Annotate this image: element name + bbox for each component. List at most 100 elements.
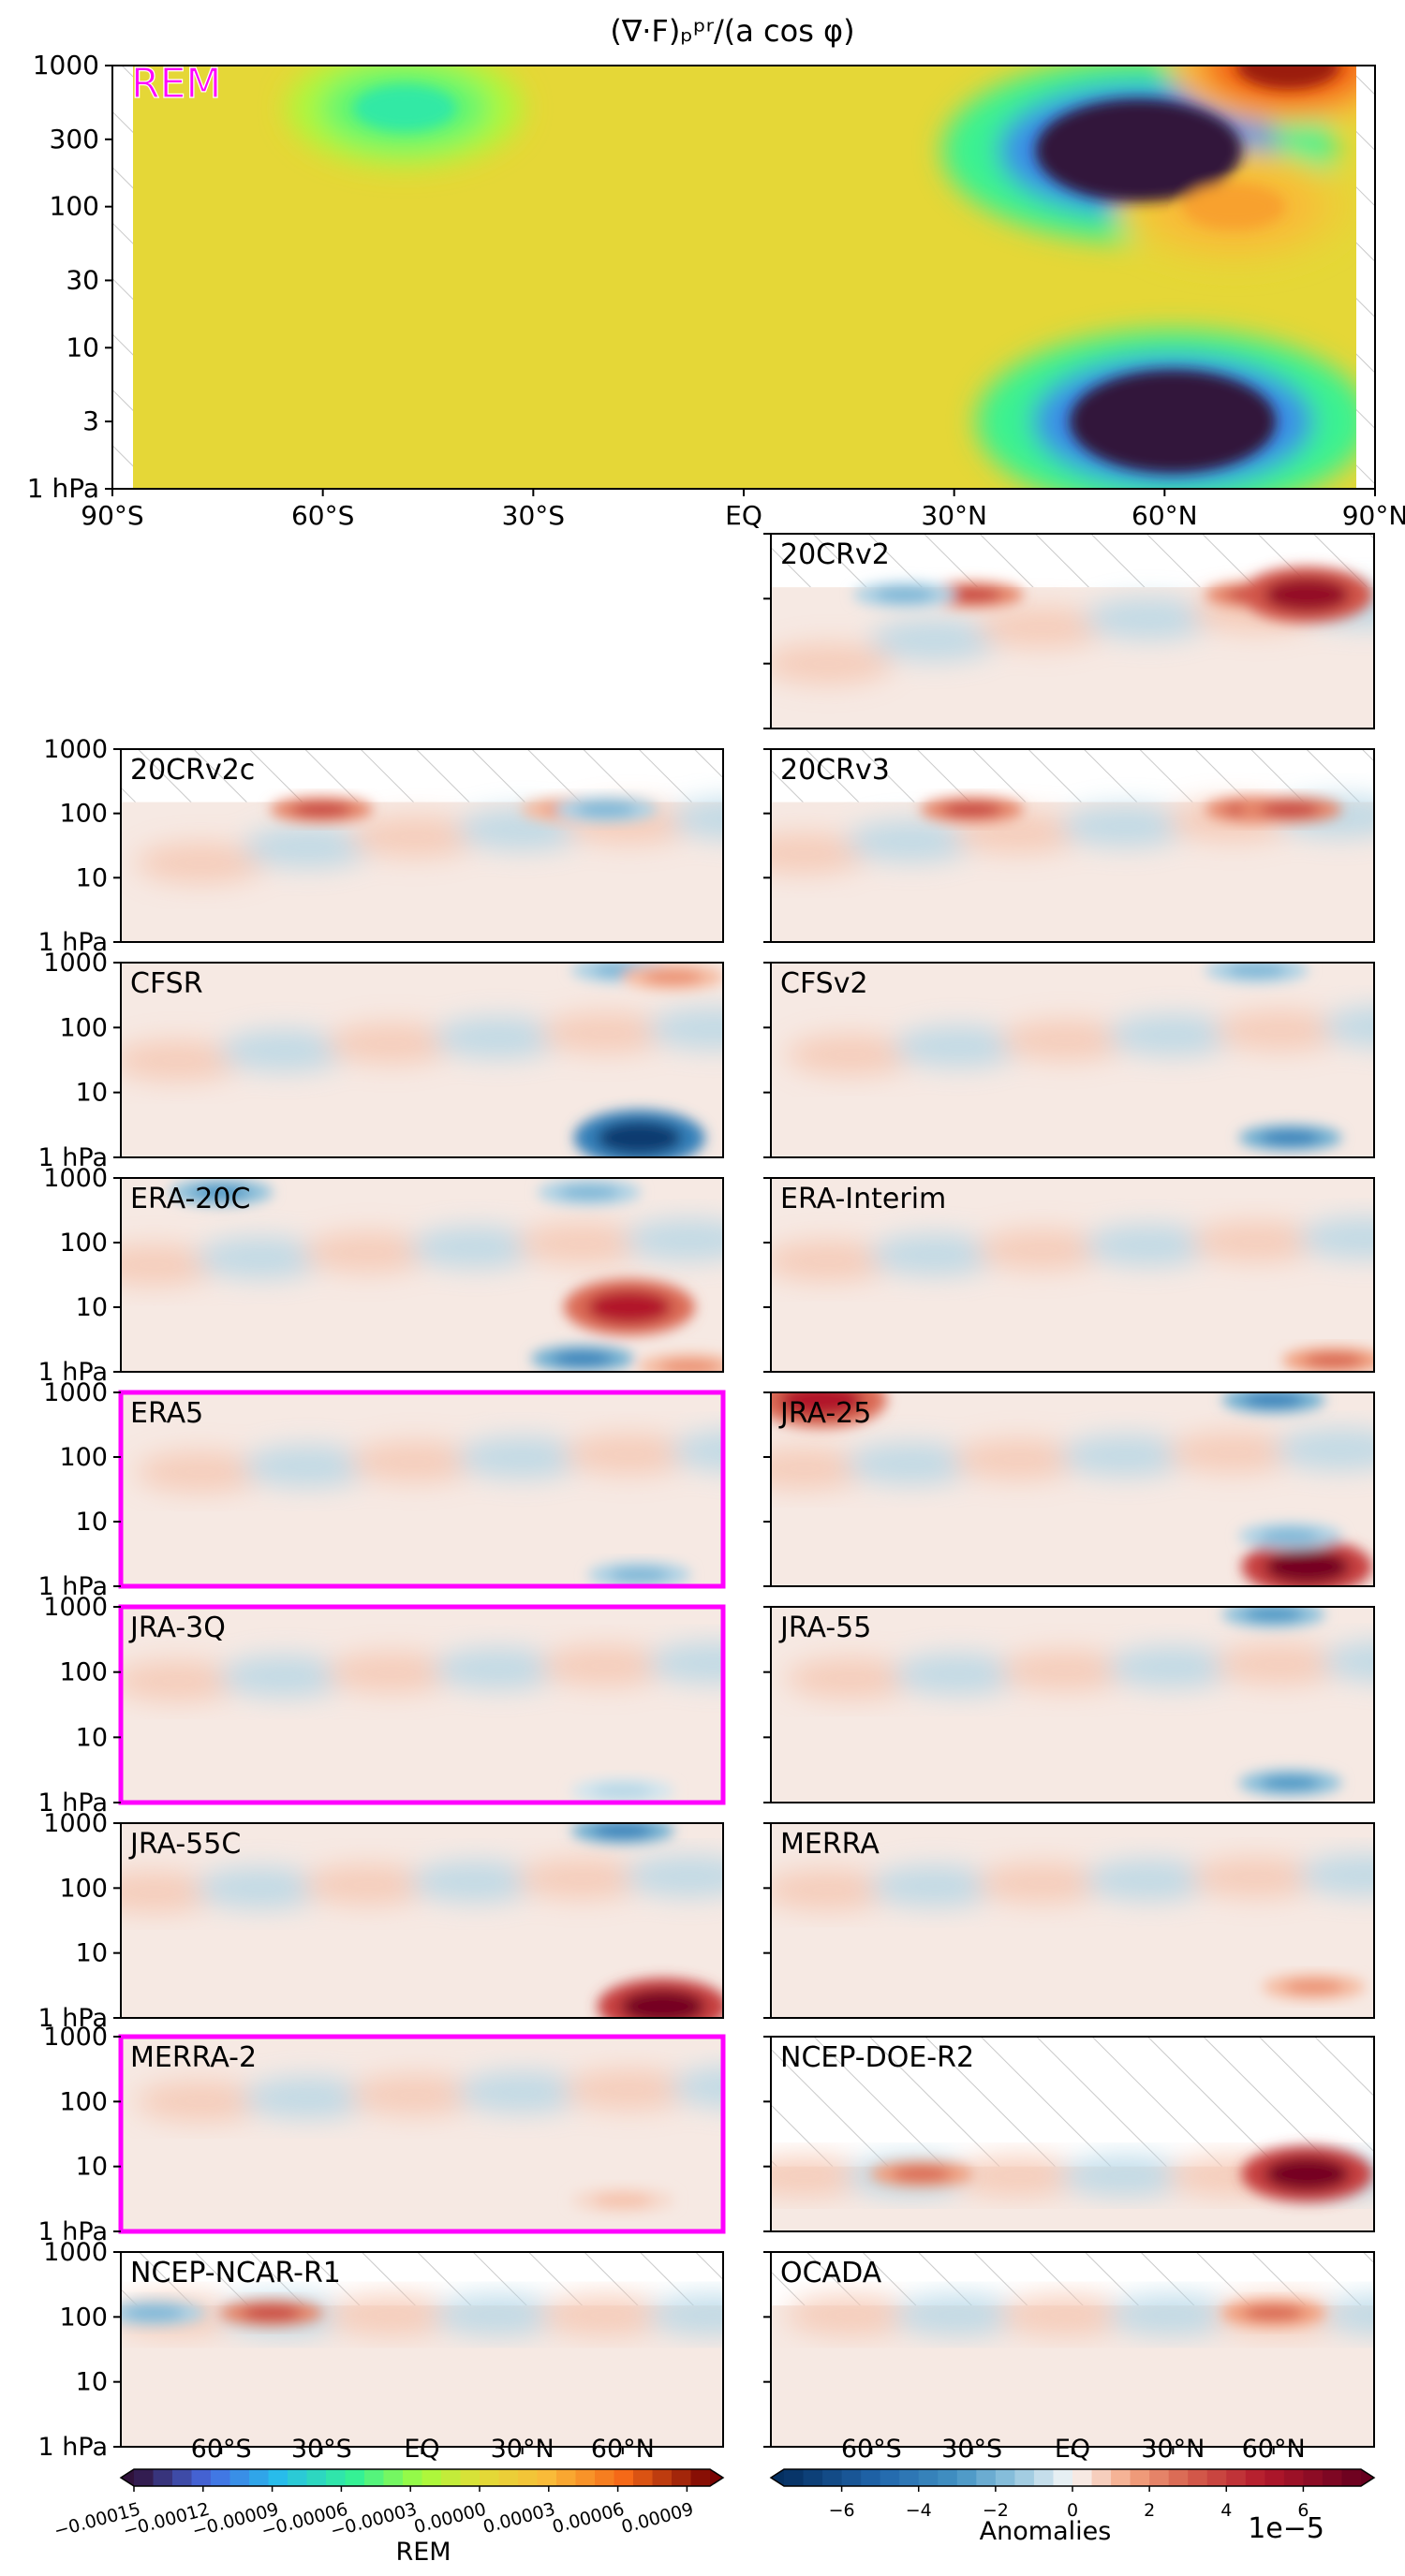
panel-label: ERA-Interim <box>780 1183 946 1215</box>
anomaly-texture <box>869 1865 1001 1907</box>
colorbar-segment <box>803 2469 823 2486</box>
x-tick-label: 30°S <box>291 2435 352 2464</box>
y-tick-label: 1 hPa <box>38 2433 109 2462</box>
y-tick-label: 10 <box>76 1293 108 1322</box>
panel-label: CFSR <box>130 967 203 1000</box>
anomaly-feature-core <box>241 2306 302 2320</box>
anomaly-texture <box>976 1862 1108 1904</box>
y-tick-label: 100 <box>59 1013 108 1042</box>
panel-frame <box>120 1177 724 1373</box>
colorbar-tick-label: 0.00006 <box>550 2499 627 2539</box>
colorbar-segment <box>956 2469 977 2486</box>
figure-title: (∇·F)ₚᵖʳ/(a cos φ) <box>610 13 854 49</box>
anomaly-texture <box>1107 1646 1239 1688</box>
anomaly-texture <box>647 2294 723 2336</box>
anomaly-texture <box>1298 1854 1374 1896</box>
x-tick-label: EQ <box>725 500 762 531</box>
anomaly-feature-core <box>1243 1608 1304 1621</box>
y-tick-label: 1 hPa <box>38 1788 109 1818</box>
anomaly-texture <box>953 1438 1085 1480</box>
colorbar-segment <box>191 2469 212 2486</box>
anomaly-texture <box>1084 597 1216 640</box>
panel-frame <box>770 2036 1375 2232</box>
anomaly-feature-core <box>620 1989 705 2018</box>
anomaly-texture <box>771 1448 870 1490</box>
anomaly-feature-core <box>659 1360 720 1372</box>
colorbar-segment <box>1014 2469 1035 2486</box>
panel-label: NCEP-NCAR-R1 <box>130 2257 341 2289</box>
anomaly-texture <box>1275 1428 1374 1470</box>
colorbar-segment <box>172 2469 193 2486</box>
anomaly-texture <box>785 1657 917 1700</box>
anomaly-texture <box>999 1649 1131 1691</box>
anomaly-texture <box>1322 2294 1374 2335</box>
rem-feature-core <box>353 84 457 132</box>
panel-era5: ERA5 1 hPa 10 100 1000 <box>38 1378 726 1601</box>
colorbar-segment <box>1111 2469 1131 2486</box>
colorbar-segment <box>918 2469 939 2486</box>
panel-label: OCADA <box>780 2257 882 2289</box>
y-tick-label: 1 hPa <box>38 1358 109 1387</box>
anomaly-texture <box>647 1641 723 1684</box>
anomaly-texture <box>121 1871 220 1913</box>
panel-20crv2c: 20CRv2c 1 hPa 10 100 1000 <box>38 735 724 957</box>
x-tick-label: 30°S <box>941 2435 1002 2464</box>
x-tick-label: 30°N <box>491 2435 555 2464</box>
colorbar-segment <box>1206 2469 1227 2486</box>
anomaly-texture <box>540 1011 672 1053</box>
anomaly-texture <box>671 799 723 840</box>
colorbar-segment <box>556 2469 577 2486</box>
colorbar-tick-label: −2 <box>983 2500 1009 2521</box>
anomaly-feature-core <box>1264 578 1350 612</box>
anomaly-texture <box>1084 1224 1216 1266</box>
anomaly-texture <box>349 1440 481 1482</box>
anomaly-texture <box>953 812 1085 854</box>
anomaly-texture <box>953 2155 1085 2197</box>
y-tick-label: 1 hPa <box>38 1572 109 1601</box>
y-tick-label: 100 <box>59 2303 108 2332</box>
anomaly-texture <box>516 1858 648 1900</box>
y-tick-label: 1000 <box>43 1593 108 1622</box>
colorbar-segment <box>1091 2469 1112 2486</box>
panel-label: MERRA <box>780 1828 880 1861</box>
colorbar-segment <box>1226 2469 1247 2486</box>
colorbar-segment <box>441 2469 462 2486</box>
anomaly-texture <box>243 1445 375 1487</box>
highlight-frame <box>118 1390 726 1589</box>
anomaly-texture <box>771 1240 894 1282</box>
colorbar-extend-high <box>710 2469 723 2486</box>
anomaly-feature-core <box>592 1824 653 1837</box>
anomaly-texture <box>1322 1006 1374 1047</box>
anomaly-feature-core <box>643 970 703 984</box>
panel-frame <box>770 1822 1375 2019</box>
y-tick-label: 1000 <box>43 2238 108 2267</box>
anomaly-texture <box>1060 2155 1192 2197</box>
anomaly-texture <box>349 2074 481 2116</box>
panel-frame <box>770 1606 1375 1803</box>
anomaly-feature-core <box>1243 1393 1304 1406</box>
colorbar-tick-label: 6 <box>1297 2500 1309 2521</box>
anomaly-texture <box>785 2294 917 2336</box>
y-tick-label: 100 <box>59 2087 108 2116</box>
highlight-frame <box>118 1604 726 1805</box>
anomaly-feature-core <box>609 1568 670 1582</box>
panel-ncep-ncar-r1: NCEP-NCAR-R1 1 hPa 10 100 1000 <box>38 2238 724 2462</box>
anomaly-texture <box>1167 1432 1299 1474</box>
anomaly-feature-core <box>559 1185 620 1200</box>
anomaly-texture <box>456 2071 588 2113</box>
colorbar-segment <box>1283 2469 1304 2486</box>
colorbar-segment <box>498 2469 519 2486</box>
colorbar-segment <box>822 2469 843 2486</box>
anomaly-texture <box>1214 1009 1346 1052</box>
colorbar-segment <box>1341 2469 1362 2486</box>
anomaly-texture <box>771 2155 870 2197</box>
anomaly-feature-core <box>875 588 936 602</box>
x-tick-label: 60°N <box>591 2435 655 2464</box>
anomaly-texture <box>893 2294 1025 2336</box>
colorbar-segment <box>784 2469 805 2486</box>
colorbar-segment <box>1264 2469 1285 2486</box>
anomaly-feature-core <box>1260 1776 1321 1790</box>
x-tick-label: 30°S <box>502 500 565 531</box>
panel-frame <box>770 748 1375 943</box>
anomaly-texture <box>671 2067 723 2108</box>
